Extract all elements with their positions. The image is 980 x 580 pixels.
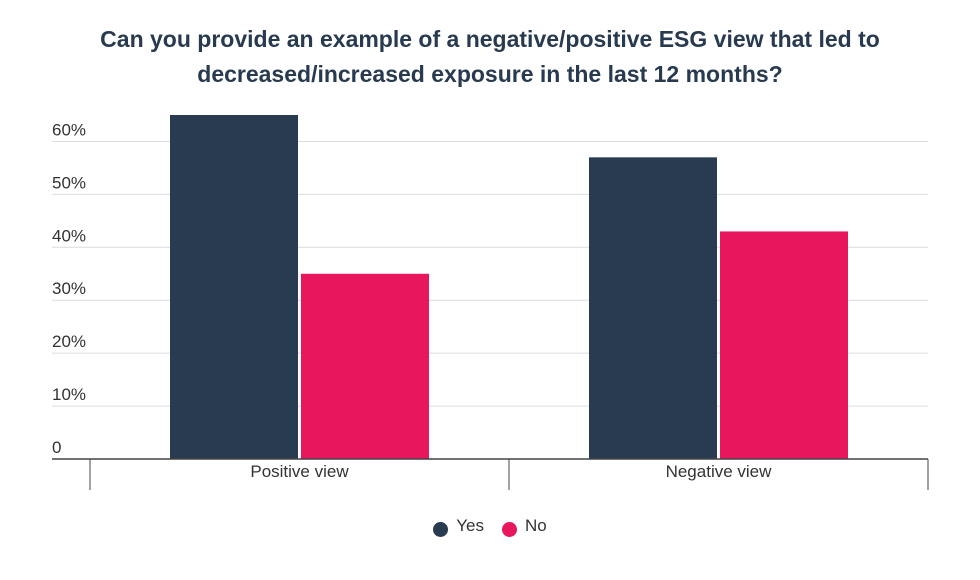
legend: Yes No bbox=[0, 514, 980, 537]
chart-title-line-2: decreased/increased exposure in the last… bbox=[197, 61, 783, 87]
chart-title-line-1: Can you provide an example of a negative… bbox=[100, 26, 880, 52]
y-tick-label: 40% bbox=[52, 226, 86, 245]
bar-chart: 0 10% 20% 30% 40% 50% 60% Positive view Negative… bbox=[52, 115, 929, 490]
x-category-label: Negative view bbox=[666, 462, 773, 481]
y-tick-label: 50% bbox=[52, 173, 86, 192]
legend-item-no: No bbox=[502, 514, 547, 537]
y-tick-label: 10% bbox=[52, 385, 86, 404]
bar-no bbox=[720, 231, 848, 459]
y-tick-label: 0 bbox=[52, 438, 61, 457]
bar-no bbox=[301, 273, 429, 459]
legend-swatch-no bbox=[502, 522, 517, 537]
legend-label-yes: Yes bbox=[456, 515, 484, 535]
y-tick-label: 20% bbox=[52, 332, 86, 351]
bar-yes bbox=[170, 115, 298, 459]
chart-title: Can you provide an example of a negative… bbox=[40, 22, 940, 92]
x-category-label: Positive view bbox=[250, 462, 349, 481]
legend-label-no: No bbox=[525, 515, 547, 535]
y-tick-label: 30% bbox=[52, 279, 86, 298]
y-tick-label: 60% bbox=[52, 120, 86, 139]
legend-swatch-yes bbox=[433, 522, 449, 537]
bar-yes bbox=[589, 157, 717, 460]
legend-item-yes: Yes bbox=[433, 514, 484, 537]
